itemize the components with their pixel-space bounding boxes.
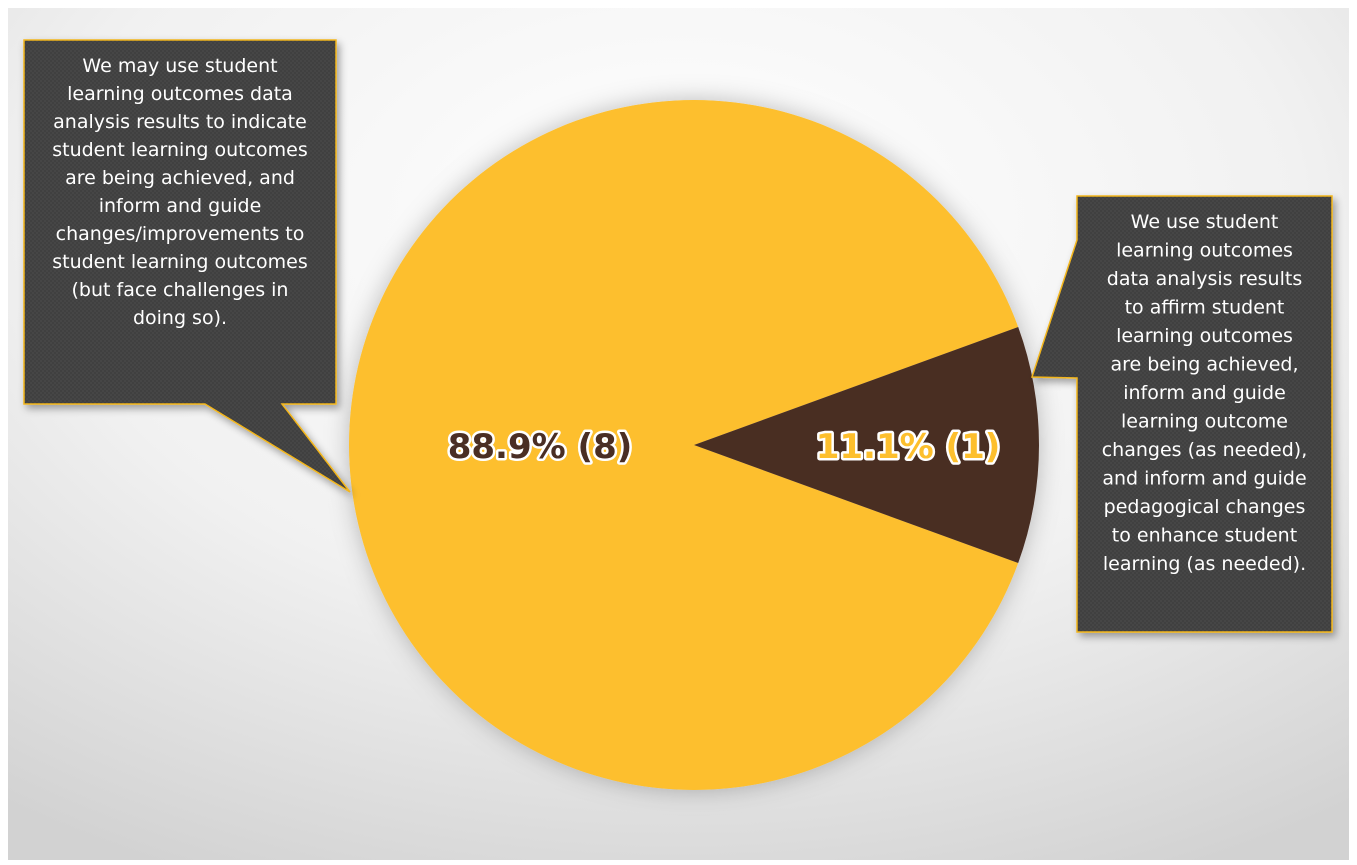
callout-line: student learning outcomes xyxy=(52,251,308,273)
callout-line: pedagogical changes xyxy=(1104,496,1306,518)
callout-line: and inform and guide xyxy=(1102,468,1306,490)
callout-line: learning outcomes xyxy=(1116,240,1293,262)
callout-major-box xyxy=(23,39,351,493)
callout-minor-text: We use student learning outcomes data anal… xyxy=(1102,211,1308,575)
pie-label-minor: 11.1% (1) xyxy=(816,427,1001,467)
callout-line: changes/improvements to xyxy=(56,223,305,245)
callout-line: to enhance student xyxy=(1112,525,1297,547)
callout-line: doing so). xyxy=(133,307,227,329)
callout-line: inform and guide xyxy=(1123,382,1286,404)
callout-line: We use student xyxy=(1131,211,1279,233)
pie-labels: 88.9% (8) 11.1% (1) xyxy=(445,425,1003,470)
callout-line: inform and guide xyxy=(99,195,262,217)
pie-label-major: 88.9% (8) xyxy=(448,427,633,467)
callout-line: (but face challenges in xyxy=(72,279,289,301)
callout-line: student learning outcomes xyxy=(52,139,308,161)
callout-line: learning (as needed). xyxy=(1103,553,1306,575)
callout-line: analysis results to indicate xyxy=(53,111,307,133)
callout-line: changes (as needed), xyxy=(1102,439,1308,461)
callout-line: learning outcomes xyxy=(1116,325,1293,347)
pie-slice-major xyxy=(349,99,1019,790)
callout-line: learning outcome xyxy=(1121,411,1288,433)
callout-line: are being achieved, and xyxy=(65,167,295,189)
pie-slice-minor xyxy=(694,327,1039,563)
callout-major xyxy=(23,39,351,493)
pie-slices xyxy=(349,99,1039,790)
callout-major-text: We may use student learning outcomes data… xyxy=(52,55,308,329)
callout-line: are being achieved, xyxy=(1110,354,1298,376)
pie-callouts: We may use student learning outcomes data… xyxy=(23,39,1333,633)
callout-minor xyxy=(1030,195,1333,633)
callout-line: to affirm student xyxy=(1125,297,1285,319)
callout-line: data analysis results xyxy=(1107,268,1302,290)
callout-line: We may use student xyxy=(82,55,277,77)
callout-minor-box xyxy=(1030,195,1333,633)
callout-line: learning outcomes data xyxy=(67,83,293,105)
